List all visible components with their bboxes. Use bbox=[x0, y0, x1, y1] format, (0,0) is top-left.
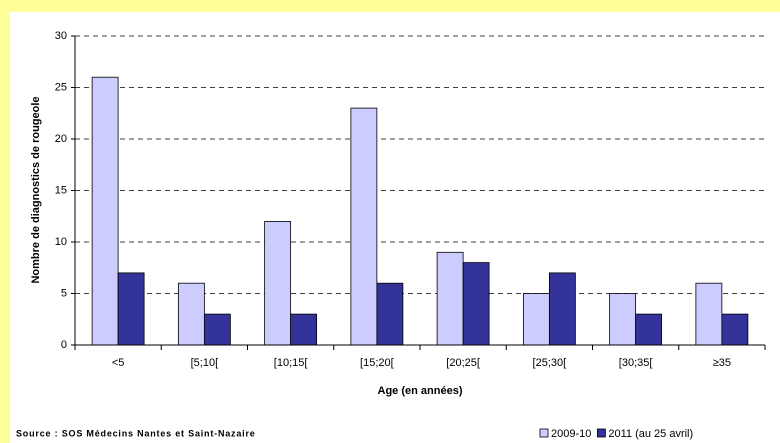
x-axis-label: Age (en années) bbox=[378, 385, 463, 397]
y-tick-label: 5 bbox=[61, 287, 67, 299]
y-tick-label: 25 bbox=[55, 81, 67, 93]
x-tick-label: [10;15[ bbox=[274, 357, 308, 369]
bar bbox=[376, 282, 404, 346]
bar bbox=[177, 282, 205, 346]
bar bbox=[548, 272, 576, 346]
bar bbox=[695, 282, 723, 346]
bar bbox=[91, 76, 119, 346]
bar bbox=[203, 313, 231, 346]
legend-label: 2011 (au 25 avril) bbox=[608, 428, 693, 440]
x-tick-label: [25;30[ bbox=[533, 357, 567, 369]
y-axis-label: Nombre de diagnostics de rougeole bbox=[30, 96, 42, 283]
bar bbox=[350, 107, 378, 346]
legend-swatch bbox=[539, 428, 549, 438]
bar bbox=[462, 262, 490, 346]
y-tick-label: 20 bbox=[55, 133, 67, 145]
bar bbox=[290, 313, 318, 346]
bar bbox=[721, 313, 749, 346]
x-tick-label: ≥35 bbox=[713, 357, 731, 369]
bar bbox=[609, 293, 637, 346]
x-tick-label: [15;20[ bbox=[360, 357, 394, 369]
x-tick-label: <5 bbox=[112, 357, 125, 369]
y-tick-label: 30 bbox=[55, 30, 67, 42]
bar bbox=[264, 220, 292, 346]
bar bbox=[117, 272, 145, 346]
legend-swatch bbox=[596, 428, 606, 438]
x-tick-label: [20;25[ bbox=[446, 357, 480, 369]
legend-label: 2009-10 bbox=[551, 428, 591, 440]
chart-area bbox=[10, 12, 780, 443]
bar bbox=[436, 251, 464, 346]
y-tick-label: 15 bbox=[55, 184, 67, 196]
bar bbox=[522, 293, 550, 346]
x-tick-label: [30;35[ bbox=[619, 357, 653, 369]
bar bbox=[635, 313, 663, 346]
x-tick-label: [5;10[ bbox=[191, 357, 219, 369]
source: Source : SOS Médecins Nantes et Saint-Na… bbox=[16, 428, 256, 438]
y-tick-label: 0 bbox=[61, 339, 67, 351]
y-tick-label: 10 bbox=[55, 236, 67, 248]
